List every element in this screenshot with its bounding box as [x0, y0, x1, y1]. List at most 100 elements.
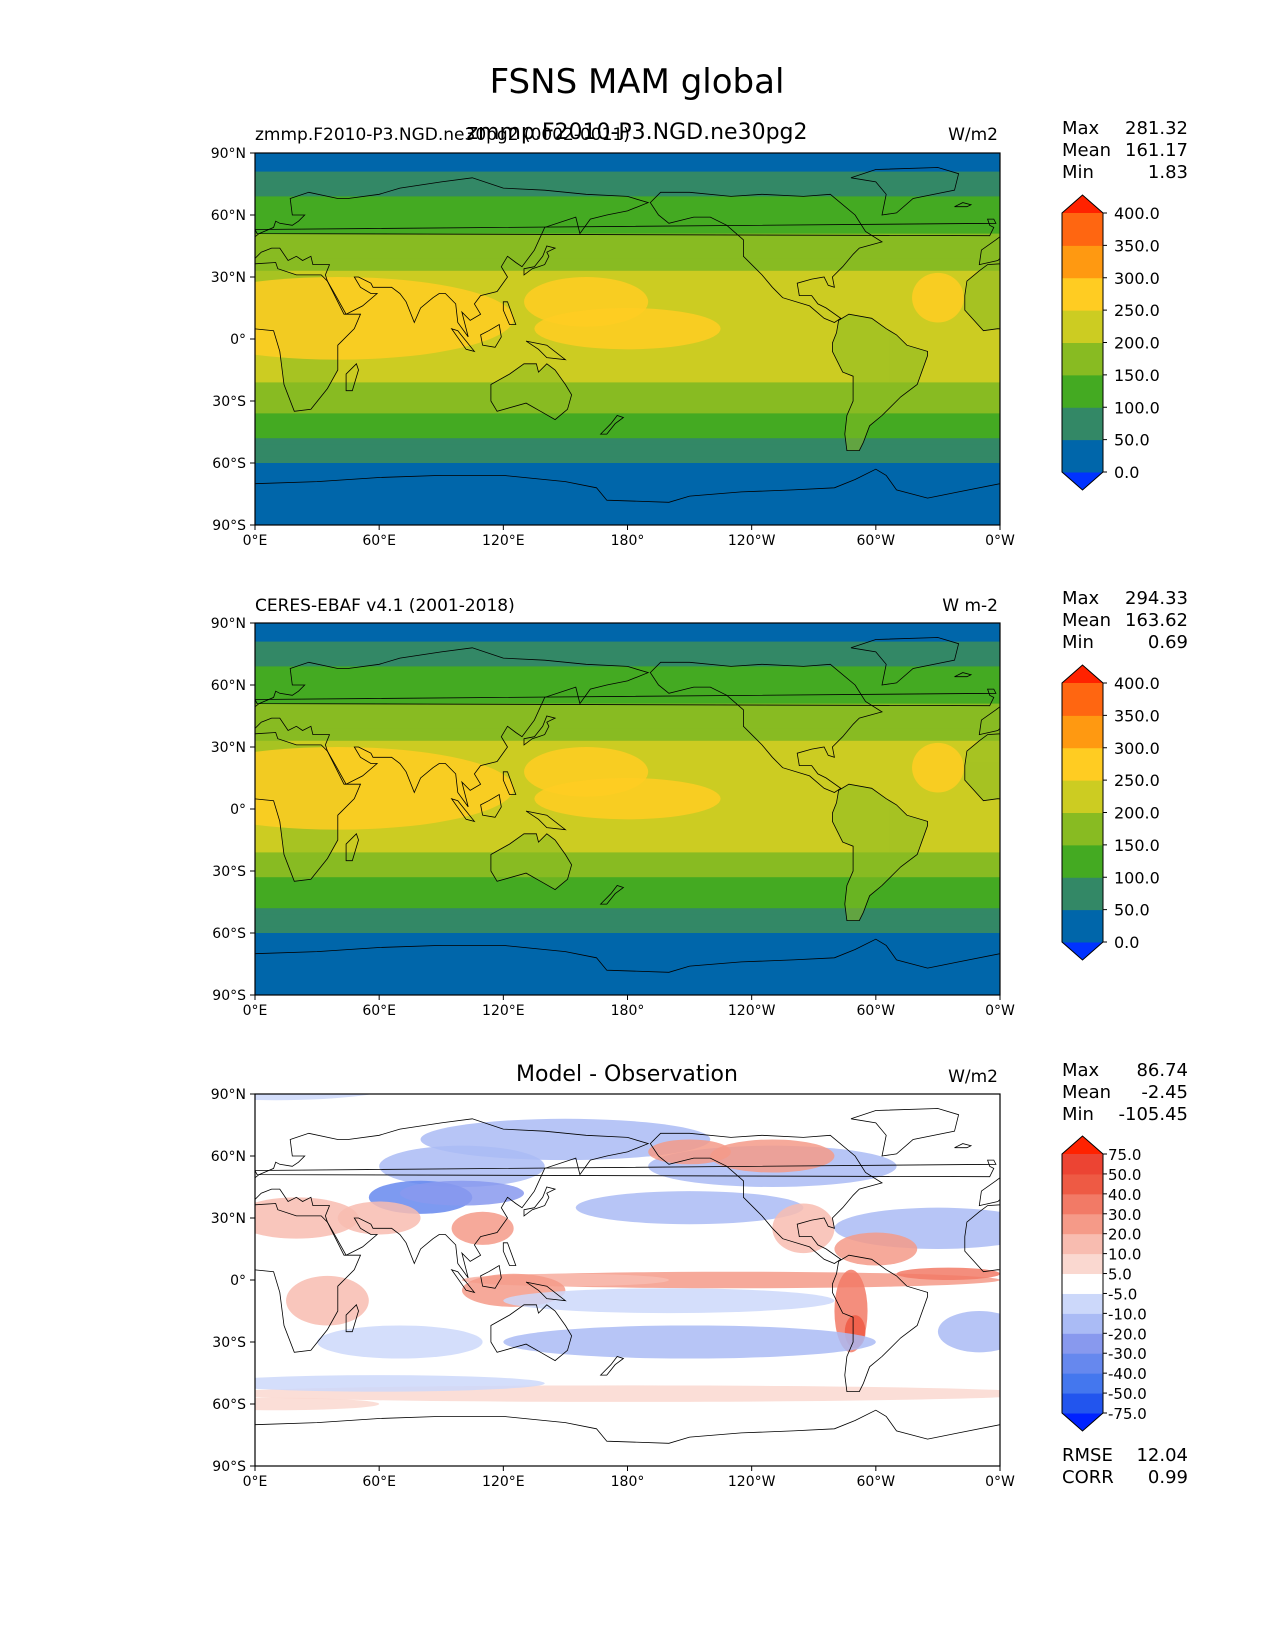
field-band: [255, 883, 1000, 891]
x-tick-label: 120°W: [728, 1003, 776, 1019]
field-band: [255, 970, 1000, 977]
panel-units: W/m2: [948, 125, 998, 145]
diff-patch: [337, 1201, 421, 1235]
field-band: [255, 208, 1000, 216]
coastline: [599, 1356, 625, 1376]
panel-observation: CERES-EBAF v4.1 (2001-2018) W m-2 0°E 60°…: [211, 588, 1188, 1019]
field-band: [255, 277, 1000, 284]
coastline: [523, 715, 557, 746]
stat-max-value: 294.33: [1125, 588, 1188, 609]
colorbar-segment: [1062, 715, 1103, 749]
x-tick-label: 0°E: [243, 1474, 268, 1490]
colorbar-segment: [1062, 909, 1103, 943]
coastline: [255, 938, 1000, 995]
field-high-patch: [534, 778, 721, 820]
field-band: [255, 629, 1000, 636]
field-band: [255, 419, 1000, 427]
field-band: [255, 964, 1000, 971]
colorbar-label: 350.0: [1114, 236, 1160, 255]
stat-rmse-value: 12.04: [1136, 1445, 1188, 1466]
colorbar-segment: [1062, 277, 1103, 311]
panel-units: W m-2: [942, 596, 998, 616]
colorbar-label: 0.0: [1114, 463, 1139, 482]
field-band: [255, 945, 1000, 953]
coastline: [850, 637, 960, 686]
field-band: [255, 623, 1000, 630]
coastline: [525, 810, 567, 831]
coastline: [523, 1186, 557, 1217]
colorbar-label: 100.0: [1114, 398, 1160, 417]
coastline: [525, 340, 567, 361]
x-tick-label: 120°E: [482, 533, 525, 549]
colorbar-extend-high: [1062, 195, 1103, 213]
colorbar-segment: [1062, 1293, 1103, 1314]
colorbar-label: -40.0: [1108, 1365, 1147, 1383]
error-stats-block: RMSE 12.04 CORR 0.99: [1062, 1445, 1188, 1488]
coastline: [490, 833, 573, 891]
colorbar-segment: [1062, 439, 1103, 473]
y-tick-label: 30°N: [211, 1211, 246, 1227]
field-band: [255, 246, 1000, 253]
colorbar-extend-low: [1062, 472, 1103, 490]
colorbar-label: 300.0: [1114, 269, 1160, 288]
x-tick-label: 120°W: [728, 1474, 776, 1490]
field-band: [255, 233, 1000, 241]
colorbar-segment: [1062, 1273, 1103, 1294]
x-tick-label: 120°W: [728, 533, 776, 549]
x-tick-label: 60°E: [362, 1474, 396, 1490]
colorbar-label: -30.0: [1108, 1345, 1147, 1363]
coastline: [255, 468, 1000, 525]
stat-corr-label: CORR: [1062, 1467, 1114, 1488]
field-band: [255, 939, 1000, 946]
colorbar-label: -75.0: [1108, 1405, 1147, 1423]
diff-patch: [503, 1325, 876, 1359]
field-band: [255, 215, 1000, 222]
stat-rmse-label: RMSE: [1062, 1445, 1113, 1466]
coastline: [954, 202, 973, 208]
field-band: [255, 716, 1000, 723]
y-tick-label: 30°N: [211, 740, 246, 756]
colorbar-label: 400.0: [1114, 674, 1160, 693]
stat-max-label: Max: [1062, 1060, 1100, 1081]
coastline: [502, 301, 517, 325]
coastline: [255, 218, 997, 237]
colorbar-label: 100.0: [1114, 868, 1160, 887]
coastline: [255, 647, 650, 808]
coastline: [599, 415, 625, 435]
colorbar-label: 75.0: [1108, 1146, 1141, 1164]
map-plot: [254, 152, 1001, 526]
field-band: [255, 920, 1000, 928]
field-high-patch: [912, 742, 964, 793]
field-band: [255, 926, 1000, 934]
field-band: [255, 871, 1000, 878]
field-band: [255, 734, 1000, 742]
field-band: [255, 382, 1000, 390]
field-band: [255, 703, 1000, 711]
land-tint-shape: [832, 784, 928, 921]
colorbar-segment: [1062, 812, 1103, 846]
coastline: [255, 1118, 650, 1279]
coastline: [832, 313, 928, 451]
colorbar-segment: [1062, 1333, 1103, 1354]
coastline: [649, 1132, 883, 1264]
field-band: [255, 821, 1000, 829]
field-band: [255, 902, 1000, 909]
colorbar-label: 150.0: [1114, 836, 1160, 855]
field-band: [255, 190, 1000, 197]
colorbar-label: 40.0: [1108, 1186, 1141, 1204]
colorbar-label: 300.0: [1114, 739, 1160, 758]
y-tick-label: 60°S: [212, 456, 246, 472]
field-band: [255, 401, 1000, 408]
land-tint-shape: [490, 363, 572, 420]
stat-mean-label: Mean: [1062, 610, 1111, 631]
colorbar-extend-low: [1062, 942, 1103, 960]
field-band: [255, 747, 1000, 754]
field-band: [255, 202, 1000, 210]
coastline: [345, 363, 359, 392]
figure-title: FSNS MAM global: [490, 62, 785, 102]
coastline: [850, 1108, 960, 1157]
colorbar-segment: [1062, 1173, 1103, 1195]
coastline: [450, 797, 476, 823]
field-band: [255, 184, 1000, 191]
y-tick-label: 90°S: [212, 1459, 246, 1475]
